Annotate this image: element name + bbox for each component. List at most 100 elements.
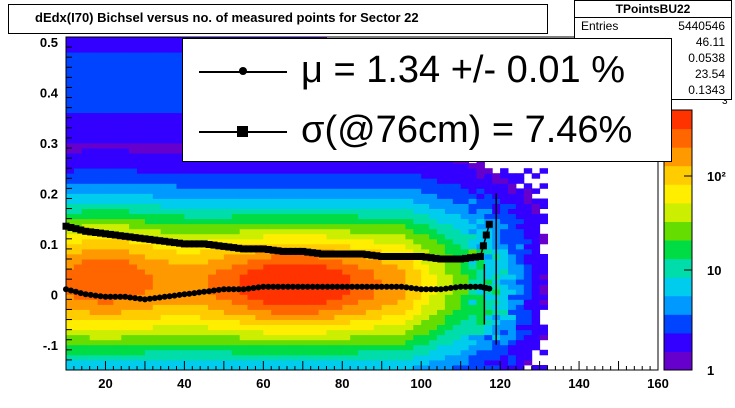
heatmap-cell: [81, 324, 91, 331]
heatmap-cell: [421, 324, 430, 331]
heatmap-cell: [160, 87, 170, 93]
series-point: [117, 293, 124, 300]
heatmap-cell: [168, 324, 177, 331]
heatmap-cell: [294, 319, 304, 325]
heatmap-cell: [405, 324, 414, 331]
heatmap-cell: [263, 304, 272, 310]
heatmap-cell: [176, 97, 185, 103]
heatmap-cell: [152, 102, 162, 109]
heatmap-cell: [326, 339, 335, 346]
heatmap-cell: [137, 52, 146, 58]
heatmap-cell: [200, 294, 209, 300]
heatmap-cell: [334, 309, 343, 315]
heatmap-cell: [460, 334, 470, 341]
heatmap-cell: [476, 173, 485, 179]
heatmap-cell: [429, 269, 438, 275]
heatmap-cell: [476, 289, 485, 295]
heatmap-cell: [168, 188, 177, 194]
heatmap-cell: [176, 102, 185, 109]
heatmap-cell: [413, 218, 422, 225]
heatmap-cell: [176, 314, 185, 320]
series-point: [97, 293, 104, 300]
heatmap-cell: [184, 183, 193, 189]
heatmap-cell: [294, 213, 304, 220]
heatmap-cell: [66, 329, 75, 336]
series-point: [240, 245, 248, 253]
heatmap-cell: [176, 233, 185, 240]
heatmap-cell: [81, 329, 91, 336]
heatmap-cell: [168, 248, 177, 255]
heatmap-cell: [413, 279, 422, 285]
heatmap-cell: [152, 72, 162, 78]
heatmap-cell: [500, 284, 509, 290]
heatmap-cell: [66, 359, 75, 366]
heatmap-cell: [89, 324, 99, 331]
heatmap-cell: [287, 238, 296, 245]
heatmap-cell: [444, 294, 454, 300]
heatmap-cell: [397, 163, 406, 169]
heatmap-cell: [73, 269, 83, 275]
heatmap-cell: [184, 233, 193, 240]
heatmap-cell: [152, 178, 162, 184]
heatmap-cell: [413, 188, 422, 194]
heatmap-cell: [476, 168, 485, 174]
heatmap-cell: [144, 223, 154, 230]
heatmap-cell: [271, 334, 280, 341]
heatmap-cell: [73, 158, 83, 164]
heatmap-cell: [200, 193, 209, 199]
series-point: [245, 245, 252, 253]
heatmap-cell: [208, 178, 217, 184]
heatmap-cell: [263, 339, 272, 346]
heatmap-cell: [89, 309, 99, 315]
heatmap-cell: [334, 163, 343, 169]
heatmap-cell: [326, 289, 335, 295]
series-point: [171, 239, 178, 247]
heatmap-cell: [113, 178, 122, 184]
heatmap-cell: [89, 233, 99, 240]
stats-row: Entries 5440546: [581, 19, 725, 34]
heatmap-cell: [97, 304, 106, 310]
heatmap-cell: [97, 365, 106, 371]
heatmap-cell: [255, 339, 264, 346]
heatmap-cell: [334, 243, 343, 250]
heatmap-cell: [121, 158, 130, 164]
heatmap-cell: [358, 178, 367, 184]
heatmap-cell: [508, 309, 517, 315]
heatmap-cell: [358, 233, 367, 240]
heatmap-cell: [484, 365, 493, 371]
heatmap-cell: [231, 208, 241, 214]
heatmap-cell: [287, 309, 296, 315]
series-point: [225, 243, 233, 251]
heatmap-cell: [397, 344, 406, 351]
heatmap-cell: [263, 314, 272, 320]
heatmap-cell: [184, 193, 193, 199]
heatmap-cell: [310, 294, 320, 300]
heatmap-cell: [113, 274, 122, 280]
heatmap-cell: [176, 203, 185, 209]
heatmap-cell: [334, 299, 343, 305]
heatmap-cell: [66, 264, 75, 270]
heatmap-cell: [168, 304, 177, 310]
heatmap-cell: [89, 57, 99, 63]
heatmap-cell: [287, 319, 296, 325]
heatmap-cell: [310, 264, 320, 270]
heatmap-cell: [437, 193, 446, 199]
heatmap-cell: [184, 309, 193, 315]
heatmap-cell: [373, 163, 383, 169]
heatmap-cell: [239, 173, 249, 179]
heatmap-cell: [129, 259, 138, 265]
heatmap-cell: [97, 238, 106, 245]
series-point: [309, 249, 317, 257]
heatmap-cell: [184, 213, 193, 220]
heatmap-cell: [452, 334, 462, 341]
heatmap-cell: [89, 223, 99, 230]
heatmap-cell: [184, 339, 193, 346]
heatmap-cell: [176, 87, 185, 93]
heatmap-cell: [239, 233, 249, 240]
y-tick-label: 0: [51, 287, 58, 302]
heatmap-cell: [152, 259, 162, 265]
heatmap-cell: [184, 208, 193, 214]
series-point: [403, 284, 410, 291]
heatmap-cell: [176, 163, 185, 169]
heatmap-cell: [294, 294, 304, 300]
